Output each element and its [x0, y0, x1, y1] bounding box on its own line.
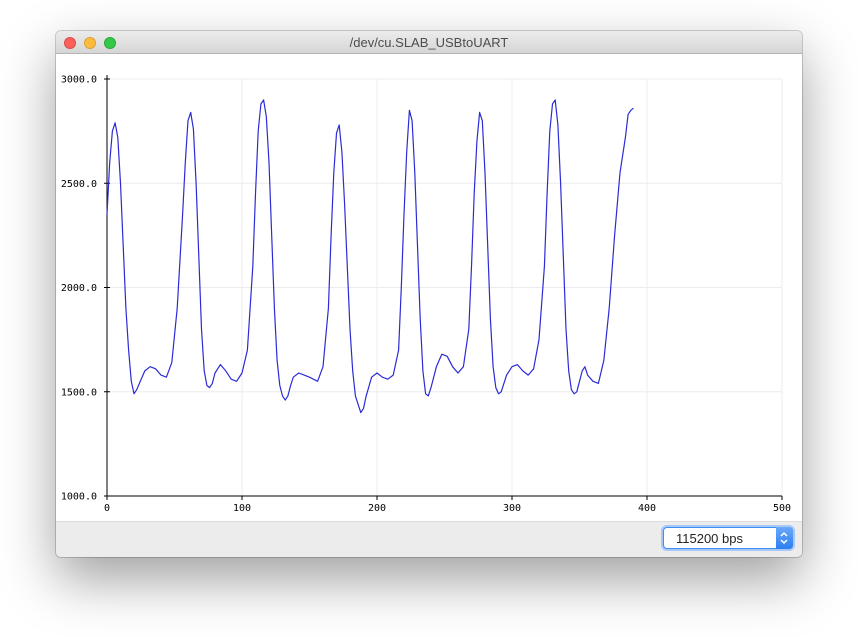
zoom-window-button[interactable] [104, 37, 116, 49]
minimize-window-button[interactable] [84, 37, 96, 49]
serial-plot-chart: 1000.0 1500.0 2000.0 2500.0 3000.0 0 100 200 300… [61, 75, 791, 515]
x-tick-label-300: 300 [503, 503, 521, 514]
status-bar: 115200 bps [56, 521, 802, 557]
y-tick-label-1000: 1000.0 [61, 492, 97, 503]
series-line-0 [106, 99, 634, 414]
x-tick-label-100: 100 [233, 503, 251, 514]
y-tick-label-2500: 2500.0 [61, 179, 97, 190]
x-tick-label-500: 500 [773, 503, 791, 514]
dropdown-arrows-icon[interactable] [776, 527, 793, 549]
plot-area: 1000.0 1500.0 2000.0 2500.0 3000.0 0 100 200 300… [56, 54, 802, 521]
x-tick-label-400: 400 [638, 503, 656, 514]
baud-rate-value: 115200 bps [676, 531, 743, 546]
y-tick-label-3000: 3000.0 [61, 75, 97, 86]
y-tick-label-1500: 1500.0 [61, 387, 97, 398]
y-tick-label-2000: 2000.0 [61, 283, 97, 294]
x-tick-label-0: 0 [104, 503, 110, 514]
serial-plotter-window: /dev/cu.SLAB_USBtoUART 1000.0 1500.0 2000.… [56, 31, 802, 557]
x-tick-label-200: 200 [368, 503, 386, 514]
title-bar[interactable]: /dev/cu.SLAB_USBtoUART [56, 31, 802, 54]
baud-rate-select[interactable]: 115200 bps [663, 527, 793, 549]
close-window-button[interactable] [64, 37, 76, 49]
window-title: /dev/cu.SLAB_USBtoUART [349, 35, 509, 50]
